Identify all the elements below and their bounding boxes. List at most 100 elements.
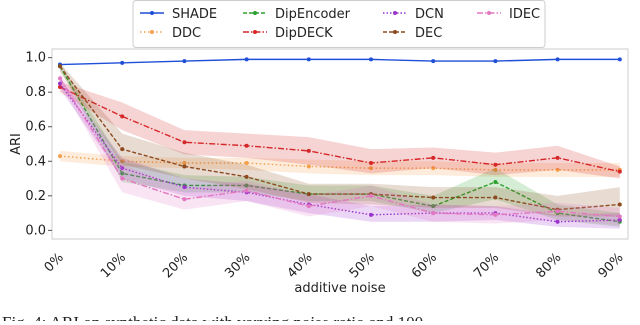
legend-marker: [253, 30, 257, 34]
point: [306, 148, 311, 153]
point: [493, 180, 498, 184]
legend-marker: [150, 11, 154, 15]
y-tick-label: 0.0: [25, 223, 46, 238]
point: [369, 57, 373, 62]
point: [431, 195, 436, 200]
y-tick-label: 0.4: [25, 154, 46, 169]
point: [555, 155, 560, 160]
point: [555, 209, 560, 214]
legend-label: IDEC: [509, 7, 540, 22]
series-line: [59, 58, 620, 66]
plot-frame: [51, 48, 629, 240]
legend-label: DipEncoder: [275, 7, 351, 22]
point: [555, 57, 560, 62]
point: [182, 140, 187, 145]
point: [306, 204, 311, 209]
x-tick-label: 70%: [471, 250, 502, 281]
point: [617, 214, 622, 219]
series-line: [59, 65, 620, 211]
series-line: [59, 83, 620, 223]
point: [58, 76, 62, 81]
point: [369, 212, 373, 217]
point: [182, 185, 187, 190]
x-tick-label: 80%: [533, 250, 564, 281]
x-tick-label: 0%: [42, 250, 67, 275]
band: [60, 150, 620, 177]
point: [120, 171, 125, 176]
point: [58, 154, 62, 159]
series-line: [59, 77, 620, 218]
point: [120, 60, 125, 65]
x-tick-label: 10%: [98, 250, 129, 281]
y-axis-label: ARI: [9, 133, 24, 155]
legend-label: DDC: [172, 26, 201, 41]
y-tick-label: 0.8: [25, 85, 46, 100]
point: [244, 188, 249, 193]
point: [58, 81, 62, 86]
legend-label: DCN: [415, 7, 444, 22]
point: [617, 57, 622, 62]
point: [244, 183, 249, 188]
point: [555, 219, 560, 224]
point: [182, 161, 187, 165]
point: [617, 202, 622, 207]
point: [120, 166, 125, 171]
band: [60, 62, 620, 227]
point: [617, 218, 622, 222]
legend-label: DEC: [415, 26, 442, 41]
point: [58, 85, 62, 89]
point: [182, 197, 187, 202]
point: [617, 169, 622, 174]
y-tick-label: 0.6: [25, 120, 46, 135]
point: [58, 64, 62, 69]
series-line: [59, 155, 620, 171]
point: [120, 159, 125, 164]
legend-marker: [150, 30, 154, 34]
point: [244, 143, 249, 148]
point: [306, 164, 311, 169]
y-tick-label: 1.0: [25, 51, 46, 66]
y-tick-label: 0.2: [25, 189, 46, 204]
legend-marker: [393, 11, 397, 15]
x-axis-label: additive noise: [294, 281, 385, 296]
series-line: [59, 86, 620, 173]
legend-label: SHADE: [172, 7, 217, 22]
point: [182, 164, 187, 169]
point: [431, 166, 436, 171]
x-tick-label: 20%: [160, 250, 191, 281]
point: [244, 57, 249, 62]
point: [120, 147, 125, 152]
legend: [132, 0, 546, 48]
x-tick-label: 30%: [222, 250, 253, 281]
legend-marker: [253, 11, 257, 15]
caption: Fig. 4: ARI on synthetic data with varyi…: [2, 313, 423, 321]
point: [493, 162, 498, 167]
point: [431, 204, 436, 209]
point: [244, 174, 249, 179]
x-tick-label: 60%: [409, 250, 440, 281]
legend-marker: [393, 30, 397, 34]
point: [120, 176, 125, 181]
band: [60, 81, 620, 179]
point: [182, 59, 187, 64]
x-tick-label: 90%: [596, 250, 627, 281]
point: [369, 161, 373, 165]
band: [60, 62, 620, 217]
point: [306, 192, 311, 197]
point: [369, 166, 373, 171]
point: [493, 195, 498, 200]
legend-marker: [487, 11, 491, 15]
point: [493, 59, 498, 64]
point: [306, 57, 311, 62]
point: [244, 161, 249, 165]
legend-label: DipDECK: [275, 26, 333, 41]
point: [369, 193, 373, 198]
band: [60, 78, 620, 229]
point: [431, 211, 436, 216]
point: [120, 114, 125, 119]
point: [431, 155, 436, 160]
point: [555, 167, 560, 172]
x-tick-label: 50%: [347, 250, 378, 281]
